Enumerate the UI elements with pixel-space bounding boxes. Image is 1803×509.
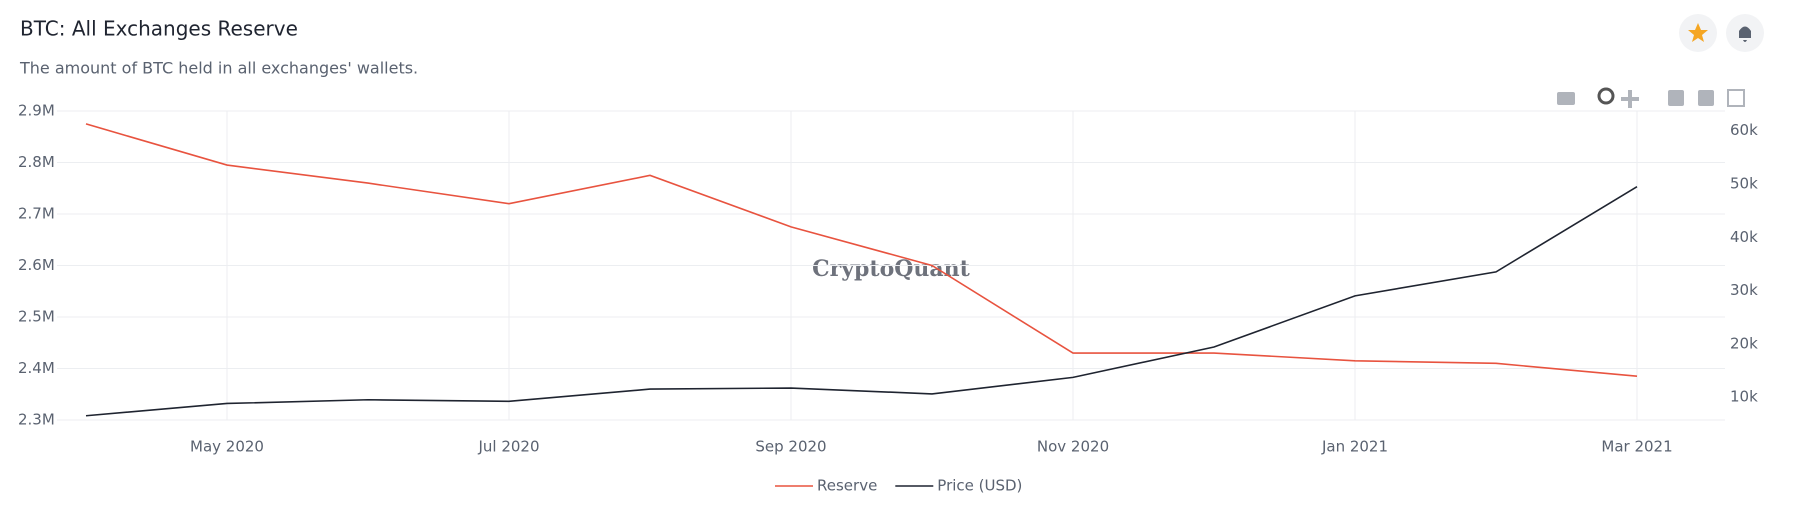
series-line [85, 123, 1638, 378]
y-tick-label: 2.4M [18, 359, 55, 377]
bell-button[interactable] [1726, 14, 1764, 52]
y-tick-label: 2.9M [18, 102, 55, 120]
y2-tick-label: 60k [1730, 121, 1758, 139]
y-tick-label: 2.3M [18, 411, 55, 429]
series-line [85, 185, 1638, 417]
y2-tick-label: 30k [1730, 281, 1758, 299]
star-button[interactable] [1679, 14, 1717, 52]
watermark: CryptoQuant [812, 256, 971, 282]
y-tick-label: 2.6M [18, 256, 55, 274]
x-tick-label: Sep 2020 [755, 438, 826, 456]
x-tick-label: May 2020 [190, 438, 264, 456]
y2-tick-label: 50k [1730, 174, 1758, 192]
x-tick-label: Jan 2021 [1321, 438, 1388, 456]
y2-tick-label: 10k [1730, 388, 1758, 406]
chart-subtitle: The amount of BTC held in all exchanges'… [19, 59, 418, 78]
legend-label: Reserve [817, 477, 877, 495]
x-tick-label: Jul 2020 [477, 438, 539, 456]
y-tick-label: 2.8M [18, 153, 55, 171]
y2-tick-label: 20k [1730, 334, 1758, 352]
y-tick-label: 2.5M [18, 308, 55, 326]
toolbar[interactable] [1557, 87, 1745, 108]
legend-label: Price (USD) [937, 477, 1022, 495]
x-tick-label: Mar 2021 [1601, 438, 1672, 456]
chart-title: BTC: All Exchanges Reserve [20, 17, 298, 41]
y2-tick-label: 40k [1730, 228, 1758, 246]
y-tick-label: 2.7M [18, 205, 55, 223]
x-tick-label: Nov 2020 [1037, 438, 1109, 456]
